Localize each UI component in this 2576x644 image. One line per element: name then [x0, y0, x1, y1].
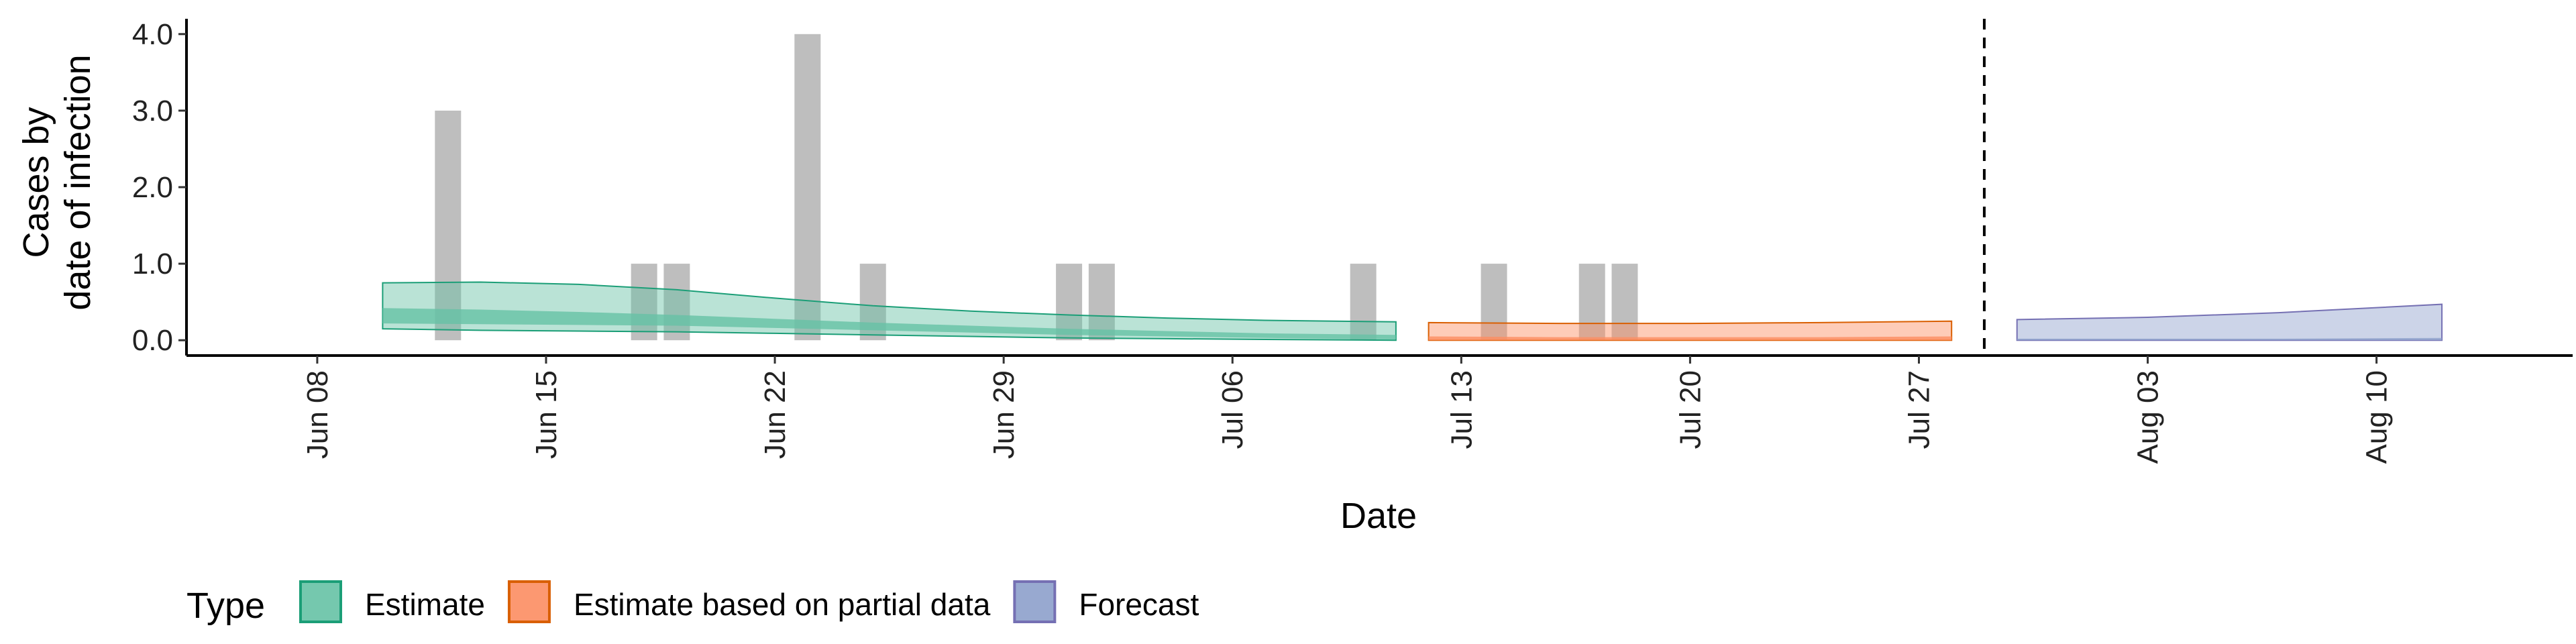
estimate-outer-band: [382, 281, 1397, 341]
legend-label-estimate-based-on-partial-data: Estimate based on partial data: [574, 587, 991, 622]
x-tick-label: Jul 13: [1445, 370, 1478, 449]
forecast-inner-band: [2017, 337, 2443, 341]
legend-label-forecast: Forecast: [1079, 587, 1199, 622]
y-tick-label: 2.0: [132, 171, 173, 204]
case-bar-2020-07-10: [1350, 264, 1377, 341]
case-bar-2020-06-18: [631, 264, 657, 341]
legend: Type Estimate Estimate based on partial d…: [186, 580, 1199, 626]
case-bar-2020-06-12: [435, 110, 462, 341]
x-tick-label: Aug 10: [2361, 370, 2394, 464]
axes: 0.0 1.0 2.0 3.0 4.0 Jun 08 Jun 15 Jun 22 Jun 29 J…: [132, 18, 2573, 464]
y-tick-label: 3.0: [132, 95, 173, 127]
y-axis-title-line1: Cases by: [16, 107, 56, 258]
x-tick-label: Jun 29: [987, 370, 1020, 459]
x-tick-label: Aug 03: [2132, 370, 2165, 464]
estimate-inner-band: [382, 308, 1396, 339]
case-bar-2020-07-01: [1056, 264, 1083, 341]
y-tick-label: 0.0: [132, 324, 173, 357]
y-axis-title: Cases by date of infection: [16, 54, 98, 310]
case-bar-2020-07-02: [1088, 264, 1115, 341]
x-tick-label: Jun 22: [759, 370, 792, 459]
x-tick-label: Jul 27: [1902, 370, 1935, 449]
y-tick-label: 4.0: [132, 18, 173, 51]
case-bar-2020-07-18: [1611, 264, 1638, 341]
x-tick-label: Jun 08: [301, 370, 334, 459]
case-bar-2020-07-17: [1578, 264, 1605, 341]
legend-key-estimate: [299, 580, 342, 623]
y-tick-label: 1.0: [132, 248, 173, 280]
x-tick-label: Jun 15: [530, 370, 563, 459]
legend-key-estimate-based-on-partial-data: [507, 580, 551, 623]
x-tick-label: Jul 06: [1216, 370, 1249, 449]
y-axis-title-line2: date of infection: [58, 54, 98, 310]
legend-title: Type: [186, 586, 265, 626]
x-axis-title: Date: [1340, 496, 1417, 536]
x-tick-label: Jul 20: [1674, 370, 1707, 449]
estimate-bands: [382, 19, 2443, 356]
forecast-outer-band: [2016, 303, 2443, 341]
case-bar-2020-06-23: [794, 34, 821, 341]
estimate-based-on-partial-data-inner-band: [1428, 336, 1952, 341]
legend-label-estimate: Estimate: [365, 587, 485, 622]
case-bar-2020-07-14: [1481, 264, 1507, 341]
legend-key-forecast: [1013, 580, 1057, 623]
case-bar-2020-06-19: [663, 264, 690, 341]
